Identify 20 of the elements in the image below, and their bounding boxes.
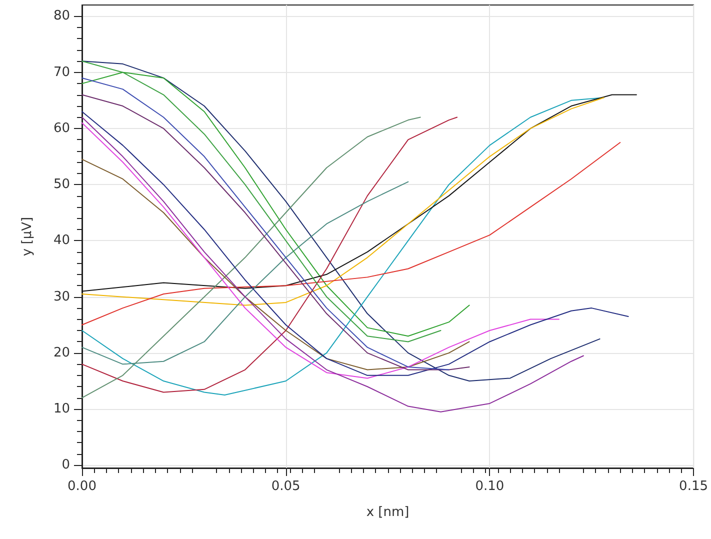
y-tick-label: 80 <box>53 8 70 24</box>
line-series <box>82 142 621 326</box>
y-tick-label: 60 <box>53 120 70 136</box>
x-tick-label: 0.10 <box>475 479 504 494</box>
x-tick-label: 0.05 <box>271 479 300 494</box>
y-tick-label: 40 <box>53 233 70 248</box>
line-series <box>82 122 560 379</box>
y-tick-label: 10 <box>53 402 70 417</box>
line-series <box>82 158 470 370</box>
x-tick-label: 0.15 <box>679 479 708 494</box>
y-tick-label: 30 <box>53 289 70 304</box>
line-series <box>82 60 600 382</box>
y-tick-label: 70 <box>53 64 70 80</box>
y-axis-title: y [µV] <box>20 216 35 256</box>
y-tick-label: 50 <box>53 177 70 192</box>
y-tick-label: 20 <box>53 345 70 360</box>
line-series <box>82 181 409 365</box>
x-tick-label: 0.00 <box>68 479 96 494</box>
x-axis-title: x [nm] <box>366 505 410 520</box>
y-tick-label: 0 <box>62 458 70 473</box>
